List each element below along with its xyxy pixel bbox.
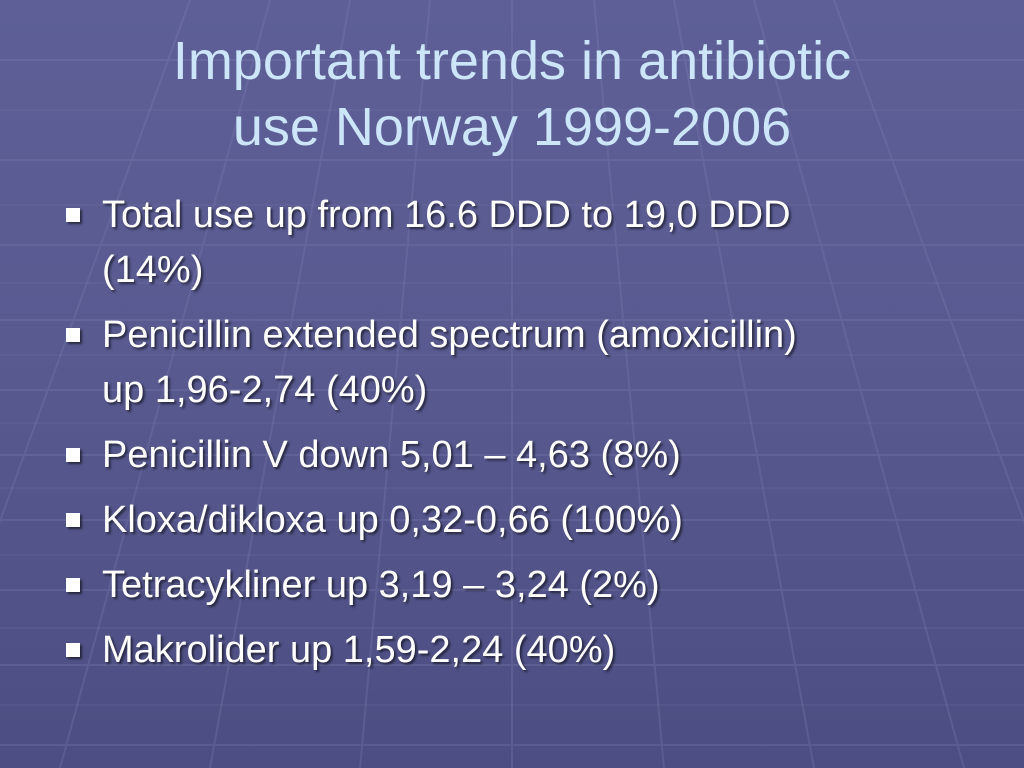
slide-title: Important trends in antibiotic use Norwa… bbox=[40, 28, 984, 160]
square-bullet-icon bbox=[66, 448, 80, 462]
bullet-text: Tetracykliner up 3,19 – 3,24 (2%) bbox=[102, 564, 660, 606]
slide-title-line-1: Important trends in antibiotic bbox=[172, 31, 852, 91]
bullet-item: Penicillin V down 5,01 – 4,63 (8%) bbox=[62, 428, 962, 483]
bullet-list: Total use up from 16.6 DDD to 19,0 DDD (… bbox=[62, 188, 962, 688]
bullet-text-continuation: (14%) bbox=[102, 249, 204, 291]
square-bullet-icon bbox=[66, 513, 80, 527]
square-bullet-icon bbox=[66, 328, 80, 342]
bullet-text: Makrolider up 1,59-2,24 (40%) bbox=[102, 629, 616, 671]
bullet-item: Makrolider up 1,59-2,24 (40%) bbox=[62, 623, 962, 678]
bullet-text: Penicillin extended spectrum (amoxicilli… bbox=[102, 314, 797, 356]
bullet-text: Total use up from 16.6 DDD to 19,0 DDD bbox=[102, 194, 791, 236]
bullet-item: Penicillin extended spectrum (amoxicilli… bbox=[62, 308, 962, 418]
square-bullet-icon bbox=[66, 578, 80, 592]
bullet-text: Kloxa/dikloxa up 0,32-0,66 (100%) bbox=[102, 499, 683, 541]
bullet-text-continuation: up 1,96-2,74 (40%) bbox=[102, 369, 428, 411]
bullet-item: Kloxa/dikloxa up 0,32-0,66 (100%) bbox=[62, 493, 962, 548]
square-bullet-icon bbox=[66, 208, 80, 222]
slide-title-line-2: use Norway 1999-2006 bbox=[232, 97, 792, 157]
bullet-text: Penicillin V down 5,01 – 4,63 (8%) bbox=[102, 434, 681, 476]
bullet-item: Total use up from 16.6 DDD to 19,0 DDD (… bbox=[62, 188, 962, 298]
bullet-item: Tetracykliner up 3,19 – 3,24 (2%) bbox=[62, 558, 962, 613]
square-bullet-icon bbox=[66, 643, 80, 657]
